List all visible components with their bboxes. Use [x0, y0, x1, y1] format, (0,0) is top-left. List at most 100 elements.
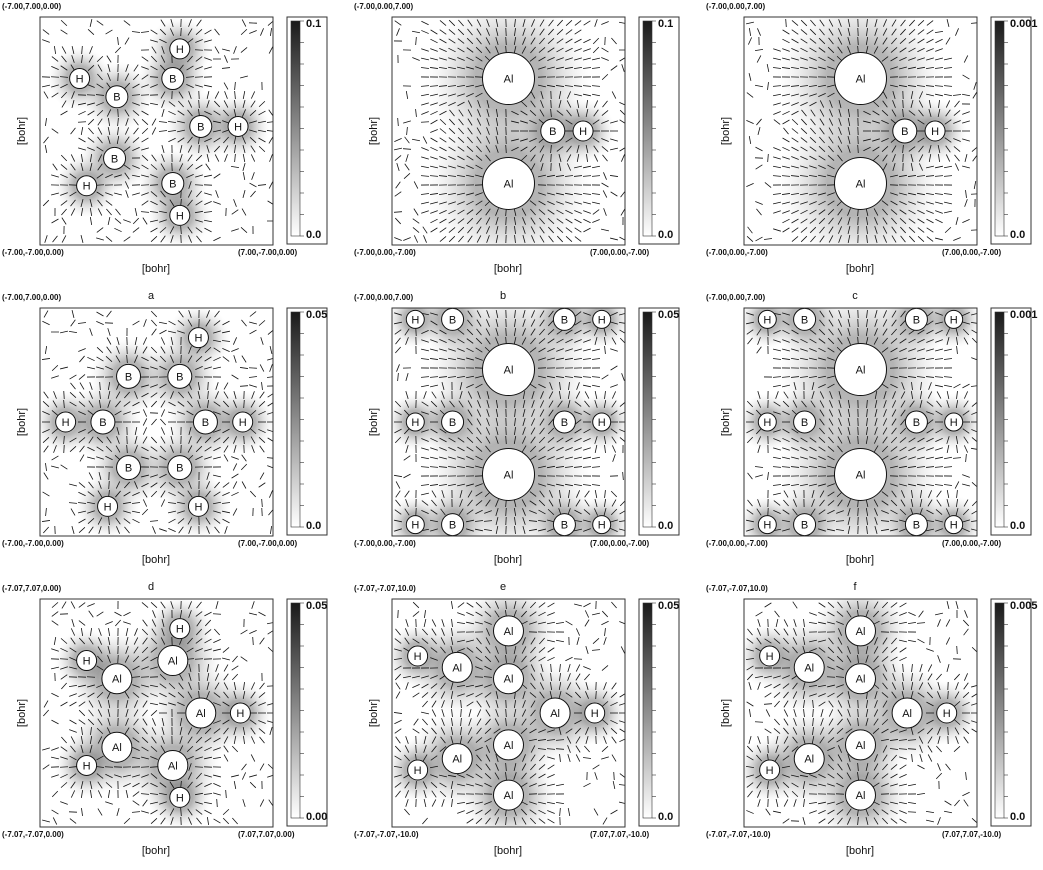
atom-label: H: [763, 520, 771, 532]
atom-label: H: [83, 760, 91, 772]
vector-arrow: [267, 686, 275, 687]
colorbar-min-label: 0.0: [1010, 811, 1025, 823]
x-axis-label: [bohr]: [494, 554, 522, 566]
colorbar: [643, 312, 652, 527]
atom-label: B: [125, 371, 132, 383]
atom-label: Al: [196, 708, 206, 720]
atom-label: H: [62, 417, 70, 429]
corner-label: (-7.00,7.00,0.00): [2, 2, 61, 11]
atom-label: Al: [856, 469, 866, 481]
vector-arrow: [858, 328, 859, 336]
panel: AlAlBH(-7.00,0.00,7.00)(-7.00,0.00,-7.00…: [354, 0, 679, 302]
corner-label: (7.00,0.00,-7.00): [590, 539, 649, 548]
atom-label: B: [561, 314, 568, 326]
atom-label: Al: [504, 790, 514, 802]
vector-arrow: [957, 646, 958, 654]
atom-label: B: [449, 314, 456, 326]
colorbar-max-label: 0.05: [658, 309, 679, 321]
atom-label: H: [591, 708, 599, 720]
vector-arrow: [971, 230, 979, 231]
atom-label: Al: [504, 674, 514, 686]
atom-label: Al: [804, 662, 814, 674]
plot-area: HBBHBBHBBHH: [34, 306, 275, 539]
y-axis-label: [bohr]: [16, 408, 28, 436]
atom-label: Al: [452, 754, 462, 766]
vector-arrow: [213, 614, 221, 615]
vector-arrow: [141, 95, 149, 96]
colorbar: [643, 603, 652, 818]
colorbar-min-label: 0.0: [1010, 229, 1025, 241]
colorbar: [995, 312, 1004, 527]
panel: HBBHAlHBBHAlHBBH(-7.00,0.00,7.00)(-7.00,…: [706, 284, 1038, 593]
atom-label: H: [176, 624, 184, 636]
vector-arrow: [181, 355, 182, 363]
colorbar-min-label: 0.0: [658, 811, 673, 823]
y-axis-label: [bohr]: [368, 699, 380, 727]
plot-area: HBHBBHBBHH: [40, 17, 275, 247]
y-axis-label: [bohr]: [16, 699, 28, 727]
atom-label: Al: [504, 73, 514, 85]
corner-label: (-7.00,0.00,-7.00): [354, 539, 416, 548]
panel: HAlAlAlAlHAlAlHAl(-7.07,-7.07,10.0)(-7.0…: [706, 583, 1038, 870]
atom-label: Al: [856, 740, 866, 752]
atom-label: H: [83, 655, 91, 667]
corner-label: (-7.00,-7.00,0.00): [2, 539, 64, 548]
atom-label: H: [194, 501, 202, 513]
caption: d: [148, 581, 154, 593]
corner-label: (7.00,-7.00,0.00): [238, 248, 297, 257]
plot-area: HBBHAlHBBHAlHBBH: [387, 284, 631, 560]
corner-label: (7.00,-7.00,0.00): [238, 539, 297, 548]
atom-label: H: [76, 73, 84, 85]
atom-label: B: [913, 520, 920, 532]
atom-label: H: [176, 210, 184, 222]
atom-label: B: [197, 121, 204, 133]
corner-label: (-7.07,-7.07,-10.0): [354, 830, 419, 839]
vector-arrow: [768, 628, 769, 636]
vector-arrow: [948, 727, 949, 735]
vector-arrow: [903, 100, 904, 108]
corner-label: (-7.00,0.00,-7.00): [706, 539, 768, 548]
y-axis-label: [bohr]: [16, 117, 28, 145]
atom-label: H: [234, 121, 242, 133]
atom-label: Al: [168, 655, 178, 667]
atom-label: Al: [550, 708, 560, 720]
atom-label: B: [901, 126, 908, 138]
atom-label: Al: [452, 662, 462, 674]
atom-label: Al: [902, 708, 912, 720]
colorbar: [995, 21, 1004, 236]
vector-arrow: [199, 682, 200, 690]
corner-label: (-7.00,7.00,0.00): [2, 293, 61, 302]
x-axis-label: [bohr]: [846, 263, 874, 275]
vector-arrow: [506, 37, 507, 45]
atom-label: H: [414, 651, 422, 663]
vector-arrow: [208, 382, 209, 390]
atom-label: Al: [804, 754, 814, 766]
atom-label: H: [598, 520, 606, 532]
atom-label: H: [104, 501, 112, 513]
vector-arrow: [858, 508, 859, 516]
vector-arrow: [60, 767, 68, 768]
panel: HBBHBBHBBHH(-7.00,7.00,0.00)(-7.00,-7.00…: [2, 293, 327, 593]
x-axis-label: [bohr]: [142, 554, 170, 566]
atom-label: B: [561, 417, 568, 429]
colorbar: [291, 312, 300, 527]
vector-arrow: [768, 790, 769, 798]
y-axis-label: [bohr]: [720, 117, 732, 145]
corner-label: (-7.00,0.00,7.00): [706, 2, 765, 11]
y-axis-label: [bohr]: [720, 408, 732, 436]
vector-arrow: [858, 217, 859, 225]
vector-arrow: [506, 217, 507, 225]
corner-label: (-7.07,-7.07,0.00): [2, 830, 64, 839]
colorbar-max-label: 0.001: [1010, 309, 1038, 321]
colorbar: [643, 21, 652, 236]
vector-arrow: [596, 727, 597, 735]
vector-arrow: [574, 659, 582, 660]
atom-label: H: [176, 44, 184, 56]
corner-label: (7.00,0.00,-7.00): [590, 248, 649, 257]
colorbar-max-label: 0.05: [306, 600, 327, 612]
x-axis-label: [bohr]: [846, 554, 874, 566]
atom-label: H: [598, 314, 606, 326]
vector-arrow: [908, 812, 916, 813]
atom-label: Al: [504, 740, 514, 752]
atom-label: B: [176, 463, 183, 475]
